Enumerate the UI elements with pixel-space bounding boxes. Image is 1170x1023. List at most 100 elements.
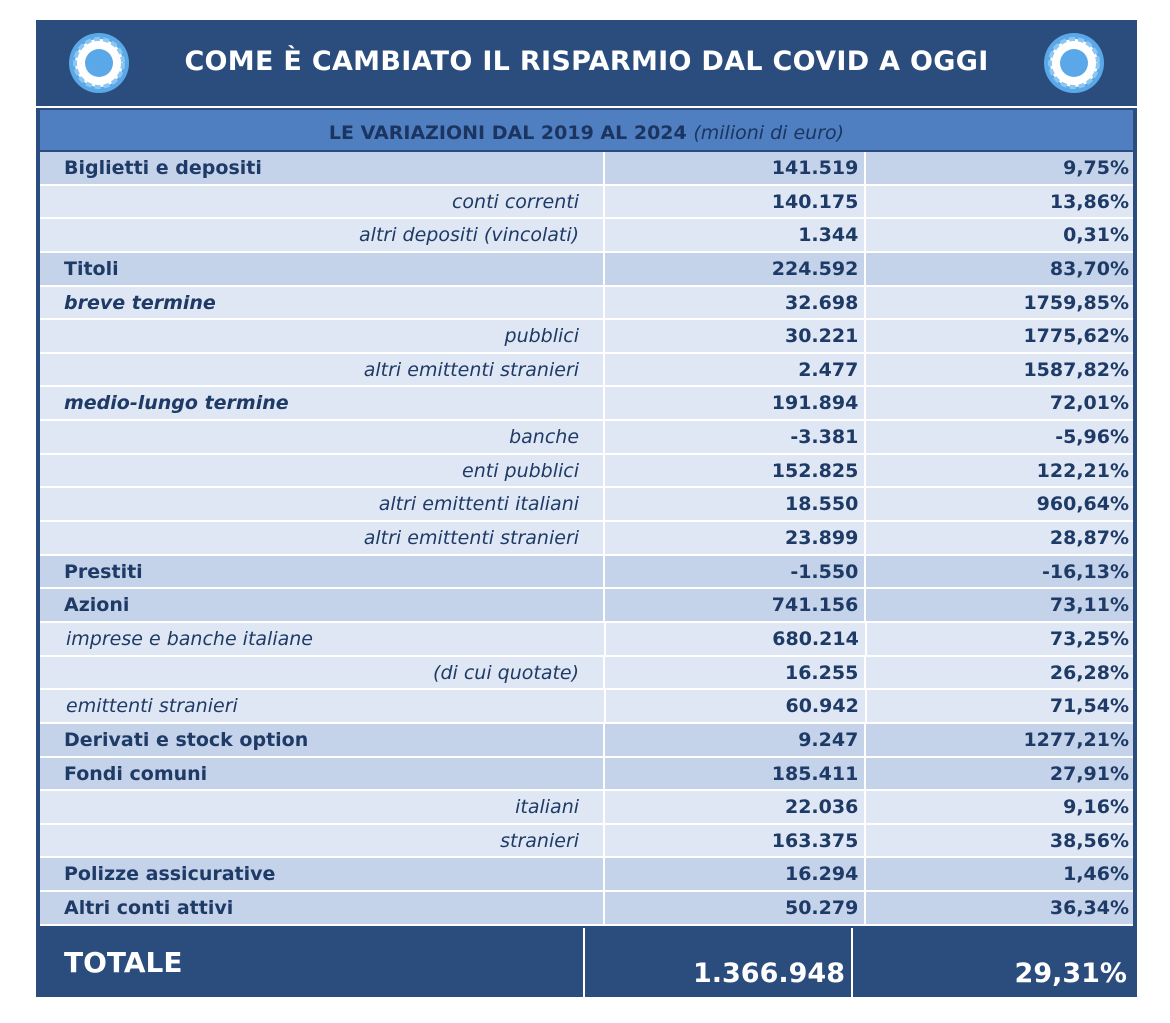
header: COME È CAMBIATO IL RISPARMIO DAL COVID A… [36,20,1137,108]
row-percent: 1587,82% [866,353,1134,388]
row-value: 224.592 [605,252,867,287]
row-value: -1.550 [605,555,867,590]
table-row: medio-lungo termine 191.894 72,01% [40,387,1134,422]
row-label: (di cui quotate) [40,656,606,691]
table-row: enti pubblici 152.825 122,21% [40,454,1134,489]
total-label: TOTALE [40,928,585,997]
table-row: altri emittenti italiani 18.550 960,64% [40,488,1134,523]
row-value: 16.294 [605,858,867,893]
table-row: imprese e banche italiane 680.214 73,25% [40,622,1133,657]
row-label: emittenti stranieri [40,690,607,724]
row-value: 60.942 [606,690,867,724]
row-label: Biglietti e depositi [40,152,606,186]
row-value: 22.036 [605,791,867,825]
total-percent: 29,31% [1014,958,1127,989]
row-label: altri emittenti italiani [40,488,606,523]
row-value: 140.175 [605,185,867,220]
row-percent: 9,16% [866,791,1134,825]
unit: (milioni di euro) [693,122,845,144]
row-percent: 73,25% [866,622,1133,657]
row-label: Altri conti attivi [40,892,606,926]
row-value: 152.825 [605,454,867,489]
subtitle-text: LE VARIAZIONI DAL 2019 AL 2024 [328,122,687,144]
row-percent: 73,11% [866,589,1134,623]
row-label: Azioni [40,589,606,623]
row-percent: 1775,62% [866,320,1134,354]
row-label: Derivati e stock option [40,723,606,758]
table-row: Biglietti e depositi 141.519 9,75% [40,152,1134,186]
row-value: 191.894 [605,387,867,422]
row-label: imprese e banche italiane [40,622,607,657]
row-value: 741.156 [605,589,867,623]
row-percent: 72,01% [866,387,1134,422]
row-label: altri depositi (vincolati) [40,219,606,253]
table-row: stranieri 163.375 38,56% [40,824,1134,859]
row-percent: 27,91% [866,757,1134,792]
row-label: banche [40,421,606,455]
row-percent: 38,56% [866,824,1134,859]
row-label: pubblici [40,320,606,354]
table-row: Prestiti -1.550 -16,13% [40,555,1134,590]
table-row: banche -3.381 -5,96% [40,421,1134,455]
table-body: Biglietti e depositi 141.519 9,75% conti co… [40,152,1134,926]
table-row: Polizze assicurative 16.294 1,46% [40,858,1134,893]
row-label: altri emittenti stranieri [40,353,606,388]
table-row: altri emittenti stranieri 23.899 28,87% [40,522,1134,556]
table-frame: COME È CAMBIATO IL RISPARMIO DAL COVID A… [36,20,1137,997]
row-value: 23.899 [605,522,867,556]
row-value: 18.550 [605,488,867,523]
row-value: -3.381 [605,421,867,455]
row-percent: 28,87% [866,522,1134,556]
row-percent: -16,13% [866,555,1134,590]
table-row: breve termine 32.698 1759,85% [40,286,1134,321]
row-value: 2.477 [605,353,867,388]
row-value: 30.221 [605,320,867,354]
title: COME È CAMBIATO IL RISPARMIO DAL COVID A… [184,46,989,77]
table-row: Azioni 741.156 73,11% [40,589,1134,623]
row-value: 32.698 [605,286,867,321]
row-percent: -5,96% [866,421,1134,455]
row-percent: 0,31% [866,219,1134,253]
row-value: 50.279 [605,892,867,926]
table-row: Titoli 224.592 83,70% [40,252,1134,287]
total-value: 1.366.948 [585,928,853,997]
row-percent: 36,34% [866,892,1134,926]
row-value: 185.411 [605,757,867,792]
total-row: TOTALE 1.366.948 29,31% [40,928,1133,997]
table-row: (di cui quotate) 16.255 26,28% [40,656,1134,691]
row-percent: 1,46% [866,858,1134,893]
row-label: Polizze assicurative [40,858,606,893]
row-label: Fondi comuni [40,757,606,792]
row-label: Prestiti [40,555,606,590]
row-value: 16.255 [605,656,867,691]
row-label: Titoli [40,252,606,287]
table-row: altri emittenti stranieri 2.477 1587,82% [40,353,1134,388]
row-value: 163.375 [605,824,867,859]
row-label: conti correnti [40,185,606,220]
row-percent: 9,75% [866,152,1134,186]
row-percent: 122,21% [866,454,1134,489]
row-label: medio-lungo termine [40,387,606,422]
table-row: Altri conti attivi 50.279 36,34% [40,892,1134,926]
table-row: italiani 22.036 9,16% [40,791,1134,825]
row-value: 1.344 [605,219,867,253]
row-percent: 13,86% [866,185,1134,220]
row-label: enti pubblici [40,454,606,489]
row-percent: 71,54% [866,690,1133,724]
row-label: altri emittenti stranieri [40,522,606,556]
subtitle: LE VARIAZIONI DAL 2019 AL 2024 (milioni … [40,110,1133,150]
table-row: pubblici 30.221 1775,62% [40,320,1134,354]
row-value: 9.247 [605,723,867,758]
row-percent: 960,64% [866,488,1134,523]
logo [1044,33,1104,93]
row-percent: 26,28% [866,656,1134,691]
row-label: italiani [40,791,606,825]
row-percent: 1277,21% [866,723,1134,758]
table-row: Derivati e stock option 9.247 1277,21% [40,723,1134,758]
row-value: 141.519 [605,152,867,186]
table-row: conti correnti 140.175 13,86% [40,185,1134,220]
row-value: 680.214 [606,622,867,657]
row-label: breve termine [40,286,606,321]
table-row: emittenti stranieri 60.942 71,54% [40,690,1133,724]
table-row: Fondi comuni 185.411 27,91% [40,757,1134,792]
